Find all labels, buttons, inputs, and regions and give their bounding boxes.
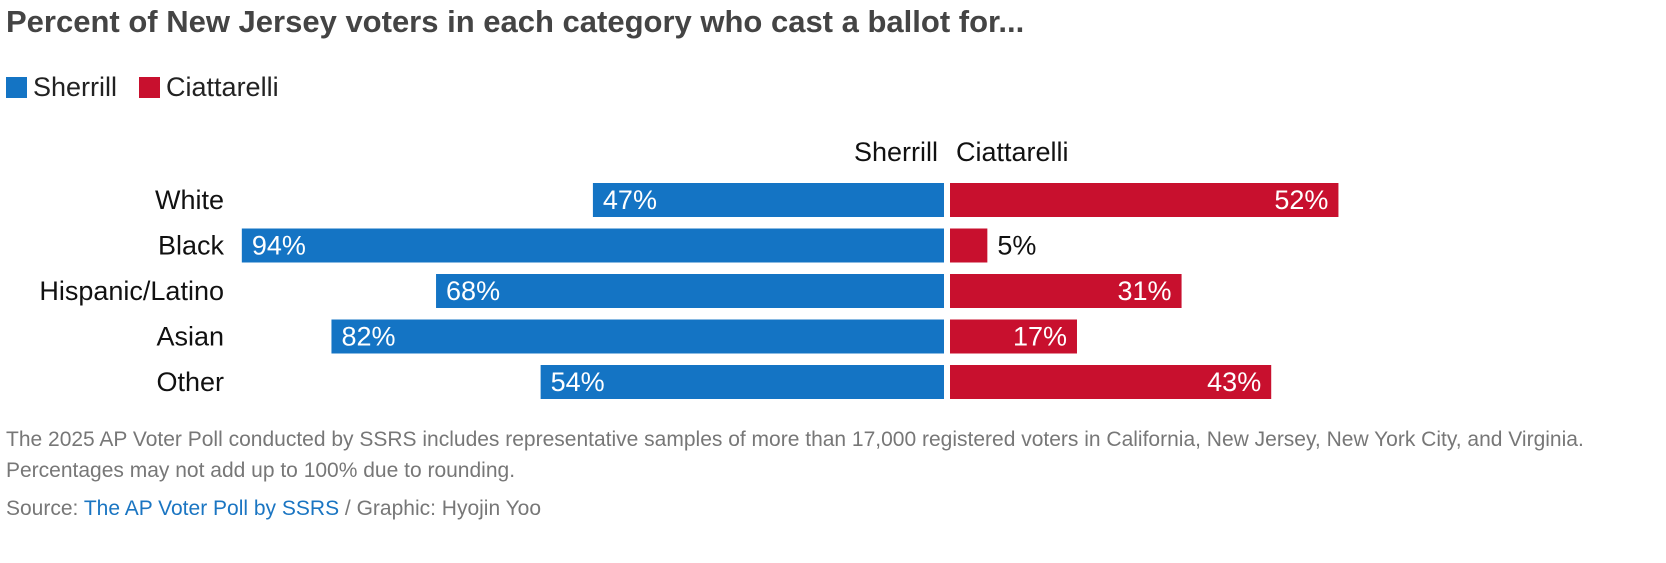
bar-ciattarelli-white bbox=[950, 183, 1339, 217]
legend-label-sherrill: Sherrill bbox=[33, 72, 118, 102]
bar-ciattarelli-other bbox=[950, 365, 1272, 399]
bar-ciattarelli-hispanic-latino bbox=[950, 274, 1182, 308]
bar-sherrill-black bbox=[241, 228, 944, 263]
bar-ciattarelli-asian bbox=[950, 319, 1077, 354]
diverging-bar-chart: Sherrill Ciattarelli White 47% 52% Black 94% 5%… bbox=[39, 137, 1339, 399]
bar-sherrill-white bbox=[592, 183, 944, 217]
data-label-ciattarelli-other: 43% bbox=[1207, 367, 1261, 397]
legend-swatch-ciattarelli bbox=[139, 77, 161, 98]
source-link[interactable]: The AP Voter Poll by SSRS bbox=[83, 497, 340, 520]
data-label-sherrill-hispanic-latino: 68% bbox=[446, 276, 500, 306]
source-line: Source: The AP Voter Poll by SSRS / Grap… bbox=[6, 497, 541, 521]
category-label-hispanic-latino: Hispanic/Latino bbox=[39, 276, 224, 306]
data-label-ciattarelli-black: 5% bbox=[997, 231, 1036, 261]
legend-item-sherrill: Sherrill bbox=[6, 72, 117, 103]
data-label-ciattarelli-asian: 17% bbox=[1013, 322, 1067, 352]
data-label-sherrill-asian: 82% bbox=[341, 322, 395, 352]
source-prefix: Source: bbox=[6, 497, 84, 520]
data-label-sherrill-black: 94% bbox=[252, 231, 306, 261]
bar-sherrill-asian bbox=[331, 319, 945, 354]
legend-item-ciattarelli: Ciattarelli bbox=[139, 72, 279, 103]
column-header-ciattarelli: Ciattarelli bbox=[956, 137, 1069, 167]
category-label-black: Black bbox=[158, 231, 225, 261]
legend: Sherrill Ciattarelli bbox=[6, 72, 301, 103]
bar-ciattarelli-black bbox=[950, 228, 988, 263]
legend-label-ciattarelli: Ciattarelli bbox=[166, 72, 279, 102]
chart-note: The 2025 AP Voter Poll conducted by SSRS… bbox=[6, 428, 1584, 482]
data-label-ciattarelli-white: 52% bbox=[1274, 185, 1328, 215]
data-label-ciattarelli-hispanic-latino: 31% bbox=[1118, 276, 1172, 306]
legend-swatch-sherrill bbox=[6, 77, 27, 98]
category-label-white: White bbox=[155, 185, 224, 215]
category-label-asian: Asian bbox=[156, 322, 224, 352]
source-suffix: / Graphic: Hyojin Yoo bbox=[339, 497, 542, 520]
category-label-other: Other bbox=[156, 367, 224, 397]
data-label-sherrill-white: 47% bbox=[603, 185, 657, 215]
data-label-sherrill-other: 54% bbox=[551, 367, 605, 397]
column-header-sherrill: Sherrill bbox=[854, 137, 938, 167]
chart-title: Percent of New Jersey voters in each cat… bbox=[6, 4, 1025, 39]
bar-sherrill-other bbox=[540, 365, 944, 399]
bar-sherrill-hispanic-latino bbox=[436, 274, 944, 308]
